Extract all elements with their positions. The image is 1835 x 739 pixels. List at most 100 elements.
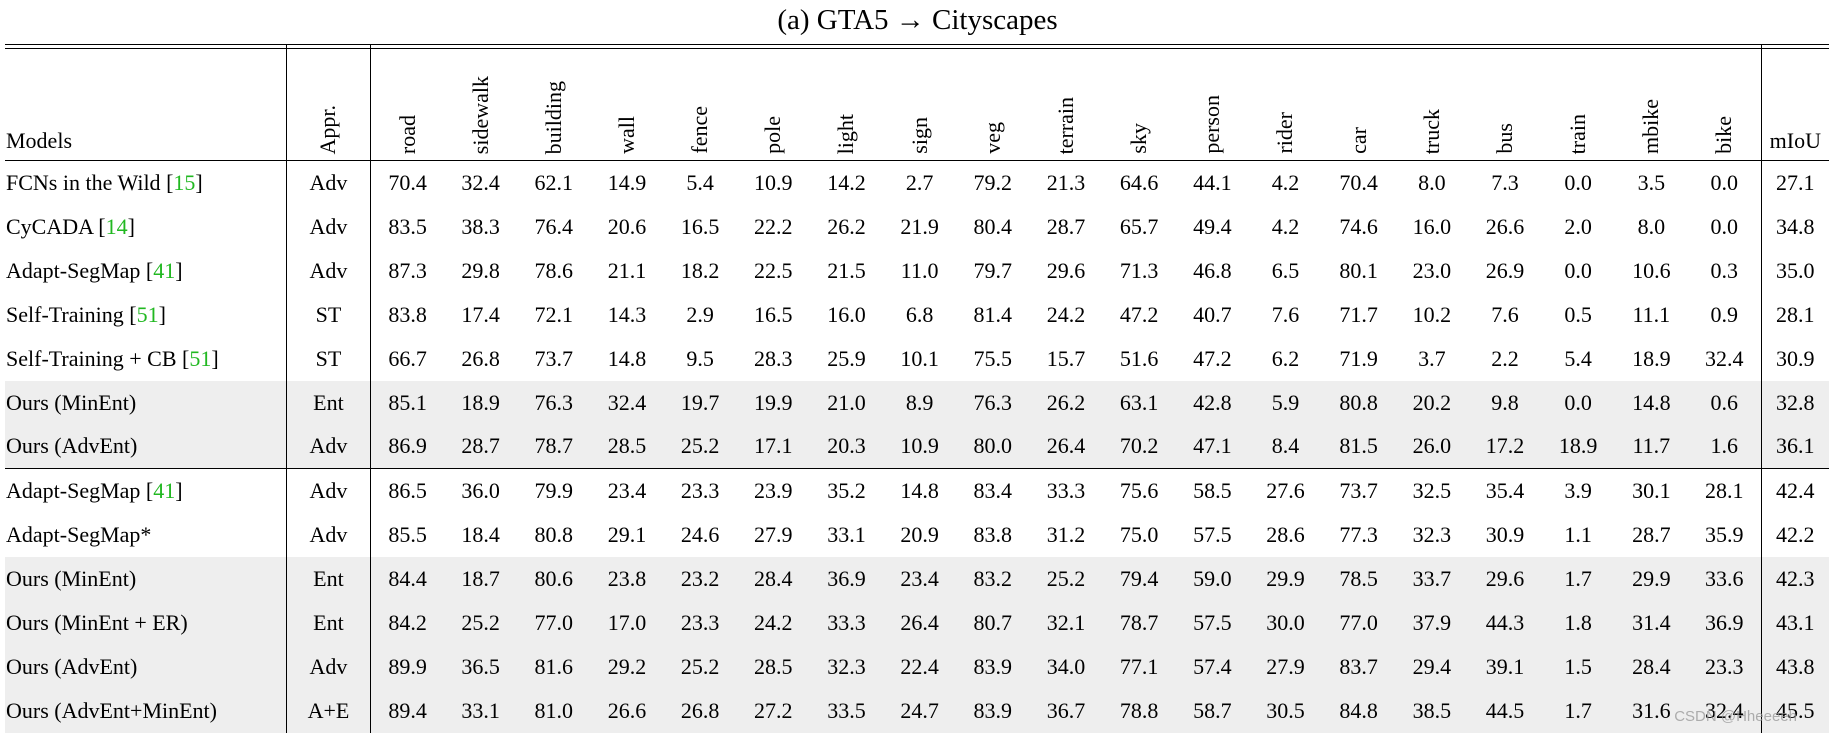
value-cell-person: 59.0 (1175, 556, 1249, 601)
table-caption: (a) GTA5 → Cityscapes (777, 4, 1058, 36)
value-cell-truck: 8.0 (1418, 169, 1446, 195)
value-cell-veg: 79.2 (973, 169, 1013, 195)
value-cell-terrain: 26.2 (1029, 380, 1103, 425)
value-cell-veg: 80.0 (956, 424, 1030, 469)
miou-cell: 43.1 (1761, 600, 1829, 645)
value-cell-bike: 32.4 (1687, 688, 1762, 733)
class-header-person: person (1175, 44, 1249, 161)
value-cell-veg: 75.5 (973, 345, 1013, 371)
model-cell: Adapt-SegMap [41] (5, 468, 287, 513)
value-cell-rider: 6.5 (1271, 257, 1300, 283)
value-cell-mbike: 28.4 (1614, 644, 1688, 689)
value-cell-sidewalk: 32.4 (461, 169, 500, 195)
value-cell-light: 33.1 (827, 521, 866, 547)
value-cell-sign: 22.4 (883, 644, 957, 689)
value-cell-light: 21.5 (827, 257, 866, 283)
value-cell-train: 18.9 (1541, 424, 1615, 469)
value-cell-veg: 80.4 (973, 213, 1013, 239)
value-cell-sign: 11.0 (900, 257, 939, 283)
class-header-label: mbike (1638, 99, 1664, 154)
value-cell-person: 58.7 (1175, 688, 1249, 733)
value-cell-sidewalk: 25.2 (444, 600, 518, 645)
value-cell-train: 3.9 (1541, 468, 1615, 513)
value-cell-train: 0.0 (1564, 257, 1592, 283)
class-header-mbike: mbike (1614, 44, 1688, 161)
value-cell-rider: 5.9 (1248, 380, 1323, 425)
value-cell-car: 73.7 (1322, 468, 1396, 513)
value-cell-bus: 7.3 (1491, 169, 1519, 195)
miou-cell: 32.8 (1761, 380, 1829, 425)
value-cell-bike: 0.9 (1687, 292, 1762, 337)
value-cell-rider: 29.9 (1248, 556, 1323, 601)
value-cell-wall: 20.6 (607, 213, 647, 239)
value-cell-pole: 27.2 (736, 688, 810, 733)
value-cell-road: 86.5 (370, 468, 445, 513)
citation-link[interactable]: 51 (189, 345, 212, 371)
value-cell-bus: 29.6 (1468, 556, 1542, 601)
miou-header: mIoU (1761, 44, 1829, 161)
value-cell-terrain: 33.3 (1029, 468, 1103, 513)
model-name: Ours (MinEnt) (6, 389, 137, 415)
miou-cell: 36.1 (1761, 424, 1829, 469)
table-row: Ours (MinEnt + ER) Ent 84.2 25.2 77.0 17.0 23.… (5, 600, 1829, 645)
value-cell-car: 81.5 (1322, 424, 1396, 469)
value-cell-truck: 3.7 (1418, 345, 1446, 371)
value-cell-sky: 79.4 (1102, 556, 1176, 601)
value-cell-person: 57.5 (1175, 600, 1249, 645)
appr-cell: Adv (286, 248, 372, 293)
value-cell-sidewalk: 26.8 (461, 345, 500, 371)
class-header-label: wall (613, 116, 639, 154)
value-cell-sign: 26.4 (883, 600, 957, 645)
value-cell-veg: 83.9 (956, 688, 1030, 733)
value-cell-wall: 29.1 (607, 521, 647, 547)
value-cell-truck: 32.3 (1412, 521, 1452, 547)
appr-cell: A+E (286, 688, 372, 733)
class-header-sidewalk: sidewalk (444, 44, 518, 161)
value-cell-bus: 26.6 (1485, 213, 1525, 239)
value-cell-building: 78.7 (517, 424, 591, 469)
class-header-label: sky (1126, 123, 1152, 154)
value-cell-road: 89.9 (370, 644, 445, 689)
value-cell-wall: 14.3 (607, 301, 647, 327)
value-cell-road: 86.9 (370, 424, 445, 469)
value-cell-rider: 7.6 (1271, 301, 1300, 327)
value-cell-fence: 5.4 (686, 169, 714, 195)
miou-cell: 42.3 (1761, 556, 1829, 601)
citation-link[interactable]: 41 (153, 477, 176, 503)
model-name: Ours (MinEnt) (6, 565, 137, 591)
model-cell: Ours (MinEnt + ER) (5, 600, 287, 645)
value-cell-veg: 80.7 (956, 600, 1030, 645)
class-header-car: car (1322, 44, 1396, 161)
value-cell-road: 70.4 (388, 169, 427, 195)
citation-link[interactable]: 41 (153, 257, 176, 283)
table-row: Ours (AdvEnt) Adv 86.9 28.7 78.7 28.5 25.2 17.1… (5, 424, 1829, 469)
citation-link[interactable]: 51 (136, 301, 159, 327)
miou-cell: 35.0 (1776, 257, 1815, 283)
value-cell-train: 2.0 (1564, 213, 1592, 239)
value-cell-wall: 32.4 (590, 380, 664, 425)
table-row: Adapt-SegMap [41] Adv 86.5 36.0 79.9 23.4 23.3… (5, 468, 1829, 513)
value-cell-sign: 24.7 (883, 688, 957, 733)
model-name: Adapt-SegMap* (6, 521, 152, 547)
value-cell-sky: 64.6 (1119, 169, 1159, 195)
value-cell-wall: 26.6 (590, 688, 664, 733)
value-cell-bus: 39.1 (1468, 644, 1542, 689)
value-cell-sky: 78.7 (1102, 600, 1176, 645)
value-cell-terrain: 26.4 (1029, 424, 1103, 469)
value-cell-bus: 2.2 (1491, 345, 1519, 371)
value-cell-sign: 10.1 (900, 345, 939, 371)
value-cell-veg: 79.7 (973, 257, 1013, 283)
citation-link[interactable]: 15 (173, 169, 196, 195)
appr-cell: Ent (286, 556, 372, 601)
model-name: Self-Training + CB (6, 345, 182, 371)
appr-cell: ST (286, 336, 372, 381)
value-cell-person: 40.7 (1193, 301, 1232, 327)
citation-link[interactable]: 14 (105, 213, 128, 239)
value-cell-sky: 75.6 (1102, 468, 1176, 513)
value-cell-train: 1.1 (1564, 521, 1592, 547)
value-cell-road: 83.5 (388, 213, 427, 239)
class-header-label: fence (687, 106, 713, 154)
value-cell-bus: 9.8 (1468, 380, 1542, 425)
model-name: Self-Training (6, 301, 130, 327)
value-cell-person: 57.5 (1193, 521, 1232, 547)
